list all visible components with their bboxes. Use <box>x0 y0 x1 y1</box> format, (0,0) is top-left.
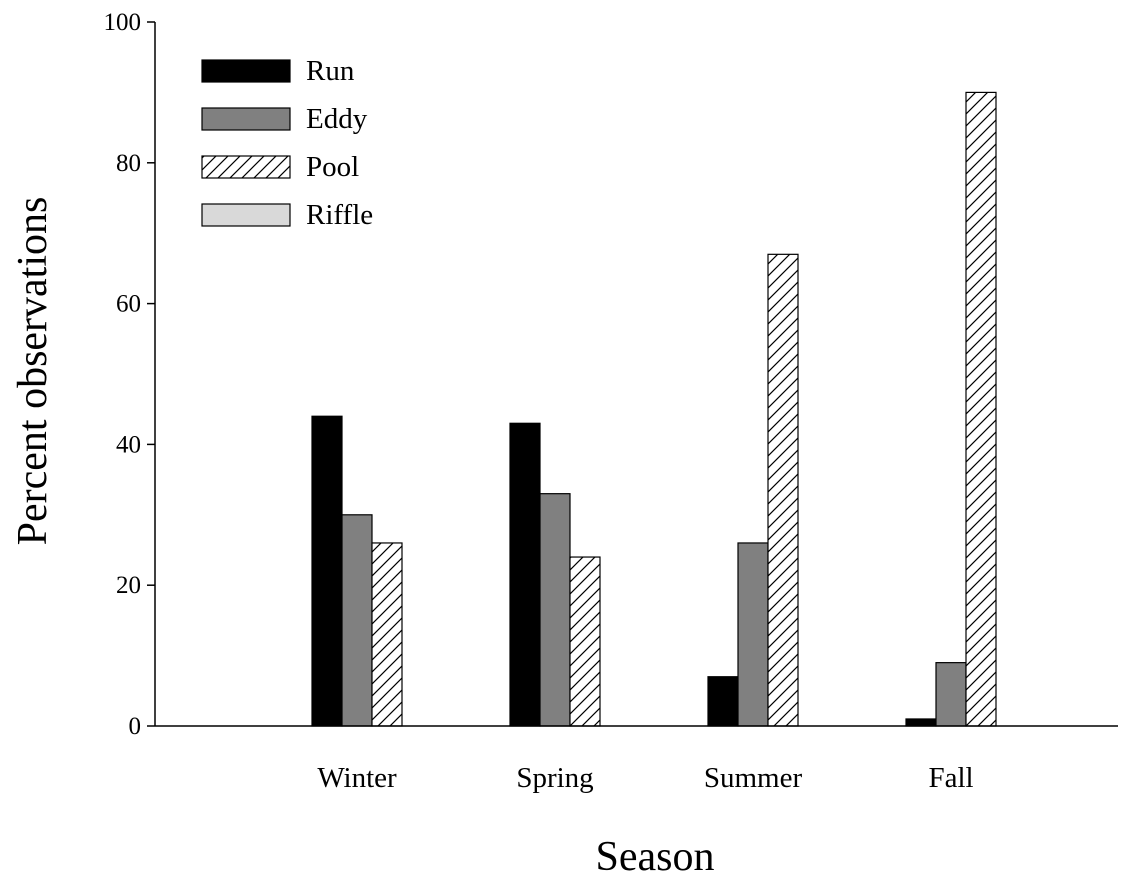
bar-eddy-fall <box>935 662 967 727</box>
legend-swatch-riffle <box>201 203 291 227</box>
legend-swatch-pool <box>201 155 291 179</box>
y-axis-ticks: 0 20 40 60 80 100 <box>104 9 155 740</box>
y-axis-label: Percent observations <box>10 197 56 546</box>
x-axis-ticks: Winter Spring Summer Fall <box>317 762 973 794</box>
y-tick-label: 80 <box>116 150 141 177</box>
bar-run-winter <box>311 415 343 727</box>
legend-label-eddy: Eddy <box>306 103 368 135</box>
axes <box>154 22 1118 727</box>
bar-eddy-summer <box>737 542 769 727</box>
bar-run-summer <box>707 676 739 727</box>
bar-eddy-winter <box>341 514 373 727</box>
y-tick-label: 60 <box>116 291 141 318</box>
x-tick-label: Spring <box>516 762 593 794</box>
plot-area <box>311 91 997 727</box>
x-axis-label: Season <box>596 834 715 876</box>
y-tick-label: 100 <box>104 9 142 36</box>
legend-label-run: Run <box>306 55 355 87</box>
bar-eddy-spring <box>539 493 571 727</box>
y-tick-label: 0 <box>129 713 142 740</box>
bar-run-fall <box>905 718 937 727</box>
bar-pool-summer <box>767 253 799 727</box>
y-tick-label: 20 <box>116 572 141 599</box>
bar-pool-fall <box>965 91 997 727</box>
legend-label-riffle: Riffle <box>306 199 373 231</box>
legend-swatch-run <box>201 59 291 83</box>
legend-swatch-eddy <box>201 107 291 131</box>
bar-pool-spring <box>569 556 601 727</box>
x-tick-label: Summer <box>704 762 803 794</box>
bar-run-spring <box>509 422 541 727</box>
legend: Run Eddy Pool Riffle <box>201 55 373 231</box>
x-tick-label: Fall <box>928 762 973 794</box>
bar-pool-winter <box>371 542 403 727</box>
x-tick-label: Winter <box>317 762 397 794</box>
legend-label-pool: Pool <box>306 151 359 183</box>
y-tick-label: 40 <box>116 431 141 458</box>
